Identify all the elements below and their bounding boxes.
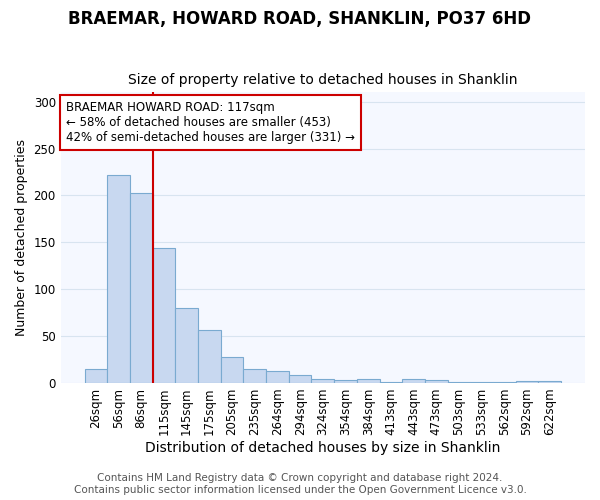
Text: BRAEMAR, HOWARD ROAD, SHANKLIN, PO37 6HD: BRAEMAR, HOWARD ROAD, SHANKLIN, PO37 6HD [68,10,532,28]
Bar [448,382,470,383]
Bar [470,382,493,383]
Bar [311,379,334,383]
Bar [402,379,425,383]
Bar [152,248,175,383]
Title: Size of property relative to detached houses in Shanklin: Size of property relative to detached ho… [128,73,518,87]
Bar [107,175,130,383]
Bar [130,192,152,383]
Y-axis label: Number of detached properties: Number of detached properties [15,139,28,336]
Bar [175,308,198,383]
Bar [289,376,311,383]
Bar [266,371,289,383]
Text: BRAEMAR HOWARD ROAD: 117sqm
← 58% of detached houses are smaller (453)
42% of se: BRAEMAR HOWARD ROAD: 117sqm ← 58% of det… [66,101,355,144]
Bar [221,356,244,383]
Bar [380,382,402,383]
Bar [85,369,107,383]
X-axis label: Distribution of detached houses by size in Shanklin: Distribution of detached houses by size … [145,441,500,455]
Text: Contains HM Land Registry data © Crown copyright and database right 2024.
Contai: Contains HM Land Registry data © Crown c… [74,474,526,495]
Bar [425,380,448,383]
Bar [244,369,266,383]
Bar [198,330,221,383]
Bar [538,381,561,383]
Bar [357,379,380,383]
Bar [493,382,516,383]
Bar [516,381,538,383]
Bar [334,380,357,383]
